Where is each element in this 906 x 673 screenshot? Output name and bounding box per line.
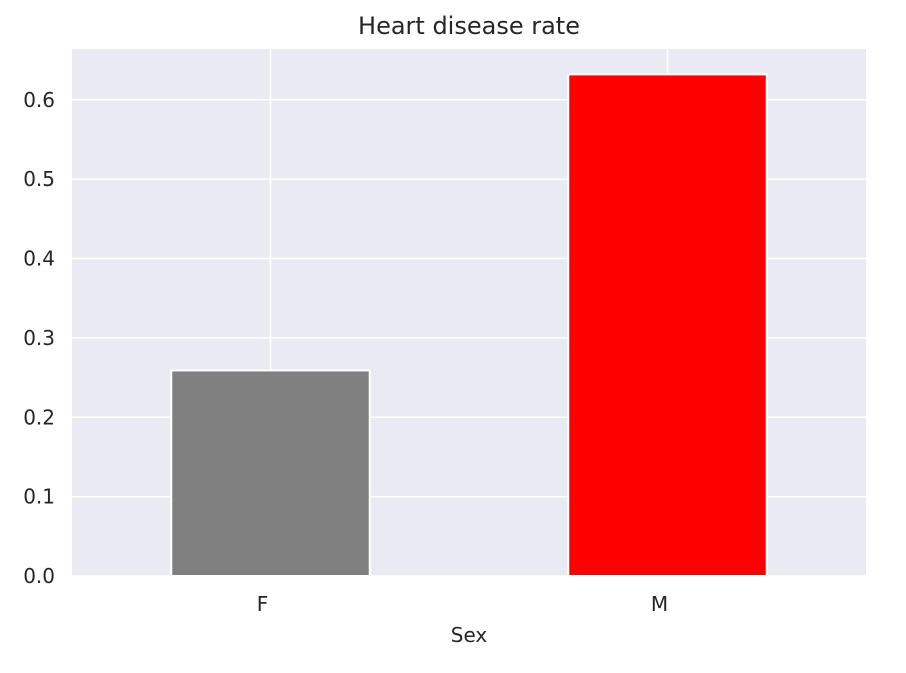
chart-title: Heart disease rate xyxy=(358,12,580,40)
y-tick-label: 0.3 xyxy=(23,326,55,350)
bar-F xyxy=(170,369,371,578)
x-axis-title: Sex xyxy=(451,623,488,647)
x-tick-label: M xyxy=(651,592,668,616)
y-tick-label: 0.0 xyxy=(23,564,55,588)
y-tick-label: 0.5 xyxy=(23,167,55,191)
y-tick-label: 0.6 xyxy=(23,88,55,112)
bars xyxy=(170,73,768,578)
x-tick-label: F xyxy=(257,592,269,616)
bar-M xyxy=(567,73,768,578)
y-tick-label: 0.4 xyxy=(23,247,55,271)
y-tick-label: 0.1 xyxy=(23,485,55,509)
y-tick-labels: 0.0 0.1 0.2 0.3 0.4 0.5 0.6 xyxy=(23,88,55,588)
y-tick-label: 0.2 xyxy=(23,405,55,429)
